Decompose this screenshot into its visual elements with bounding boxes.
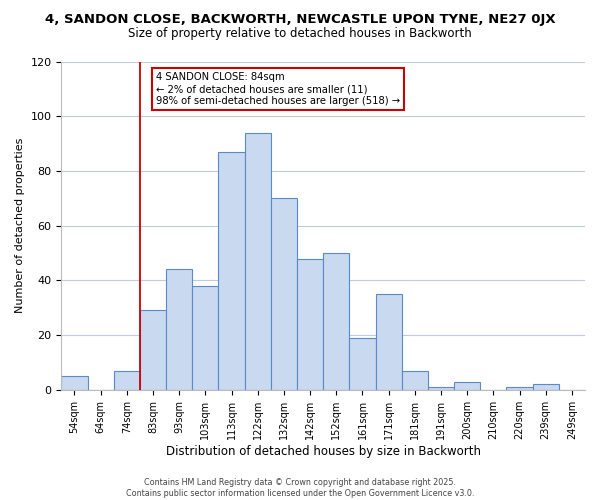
Text: 4, SANDON CLOSE, BACKWORTH, NEWCASTLE UPON TYNE, NE27 0JX: 4, SANDON CLOSE, BACKWORTH, NEWCASTLE UP… (44, 12, 556, 26)
Bar (297, 258, 323, 390)
Bar (166, 270, 193, 390)
Y-axis label: Number of detached properties: Number of detached properties (15, 138, 25, 314)
Bar (323, 253, 349, 390)
Bar (376, 294, 402, 390)
Bar (402, 370, 428, 390)
Bar (114, 370, 140, 390)
Bar (506, 387, 533, 390)
Bar (454, 382, 480, 390)
Text: Contains HM Land Registry data © Crown copyright and database right 2025.
Contai: Contains HM Land Registry data © Crown c… (126, 478, 474, 498)
Bar (218, 152, 245, 390)
Bar (140, 310, 166, 390)
Bar (245, 132, 271, 390)
Bar (349, 338, 376, 390)
Bar (61, 376, 88, 390)
Text: 4 SANDON CLOSE: 84sqm
← 2% of detached houses are smaller (11)
98% of semi-detac: 4 SANDON CLOSE: 84sqm ← 2% of detached h… (155, 72, 400, 106)
Bar (271, 198, 297, 390)
Bar (533, 384, 559, 390)
X-axis label: Distribution of detached houses by size in Backworth: Distribution of detached houses by size … (166, 444, 481, 458)
Text: Size of property relative to detached houses in Backworth: Size of property relative to detached ho… (128, 28, 472, 40)
Bar (193, 286, 218, 390)
Bar (428, 387, 454, 390)
